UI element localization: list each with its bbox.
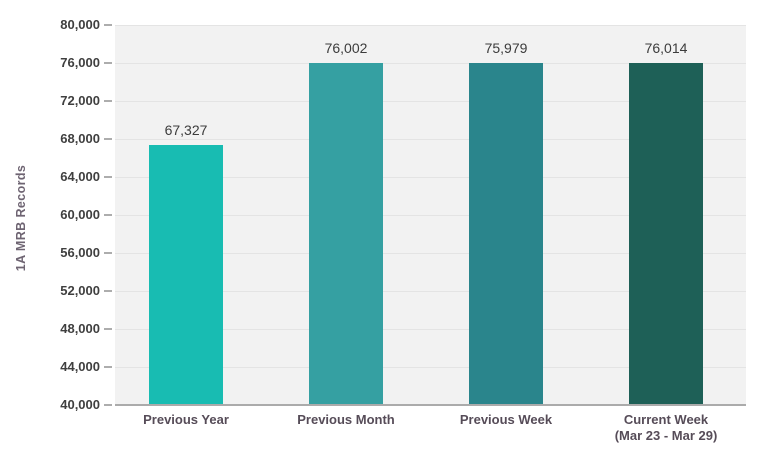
x-axis-line bbox=[115, 404, 746, 406]
value-label: 76,002 bbox=[324, 39, 368, 56]
y-tick-mark bbox=[104, 404, 112, 406]
value-label: 67,327 bbox=[164, 122, 208, 139]
gridline bbox=[115, 63, 746, 64]
y-tick-mark bbox=[104, 138, 112, 140]
category-label-text: Previous Week bbox=[459, 412, 553, 427]
y-tick-mark bbox=[104, 176, 112, 178]
category-label-text: Current Week bbox=[623, 412, 709, 427]
category-label-previous-month: Previous Month bbox=[258, 412, 434, 428]
y-tick-mark bbox=[104, 252, 112, 254]
y-tick-label: 72,000 bbox=[60, 93, 100, 108]
y-tick-label: 60,000 bbox=[60, 207, 100, 222]
y-tick-mark bbox=[104, 214, 112, 216]
gridline bbox=[115, 177, 746, 178]
category-label-text: Previous Year bbox=[143, 412, 229, 427]
value-label: 76,014 bbox=[644, 39, 688, 56]
gridline bbox=[115, 253, 746, 254]
y-tick-label: 76,000 bbox=[60, 55, 100, 70]
category-label-current-week: Current Week (Mar 23 - Mar 29) bbox=[578, 412, 754, 444]
y-tick-mark bbox=[104, 328, 112, 330]
gridline bbox=[115, 329, 746, 330]
gridline bbox=[115, 367, 746, 368]
y-tick-label: 68,000 bbox=[60, 131, 100, 146]
category-label-previous-week: Previous Week bbox=[418, 412, 594, 428]
bar-previous-year bbox=[149, 145, 223, 405]
value-label: 75,979 bbox=[484, 40, 528, 57]
y-tick-label: 52,000 bbox=[60, 283, 100, 298]
bar-current-week bbox=[629, 62, 703, 405]
y-tick-label: 48,000 bbox=[60, 321, 100, 336]
gridline bbox=[115, 215, 746, 216]
gridline bbox=[115, 25, 746, 26]
bar-previous-month bbox=[309, 63, 383, 405]
y-tick-label: 40,000 bbox=[60, 397, 100, 412]
category-label-text: Previous Month bbox=[297, 412, 395, 427]
gridline bbox=[115, 291, 746, 292]
y-tick-label: 56,000 bbox=[60, 245, 100, 260]
y-tick-mark bbox=[104, 24, 112, 26]
gridline bbox=[115, 101, 746, 102]
y-tick-mark bbox=[104, 290, 112, 292]
y-tick-label: 44,000 bbox=[60, 359, 100, 374]
y-tick-label: 64,000 bbox=[60, 169, 100, 184]
y-tick-mark bbox=[104, 62, 112, 64]
plot-area: 67,327 76,002 75,979 76,014 bbox=[115, 25, 746, 406]
y-tick-mark bbox=[104, 100, 112, 102]
bar-previous-week bbox=[469, 63, 543, 405]
gridline bbox=[115, 139, 746, 140]
y-tick-label: 80,000 bbox=[60, 17, 100, 32]
category-label-previous-year: Previous Year bbox=[98, 412, 274, 428]
y-tick-mark bbox=[104, 366, 112, 368]
category-label-subtext: (Mar 23 - Mar 29) bbox=[614, 428, 718, 443]
